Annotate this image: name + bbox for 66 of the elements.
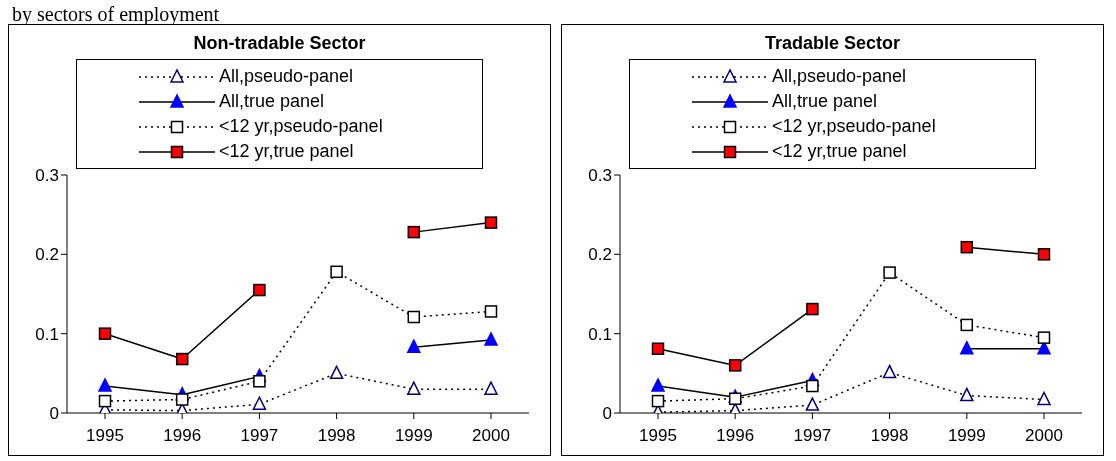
point	[98, 327, 112, 340]
point	[98, 394, 112, 408]
y-tick-label: 0.1	[35, 324, 59, 344]
point	[805, 397, 820, 411]
y-tick-label: 0.1	[588, 324, 612, 344]
legend-label: All,true panel	[219, 91, 325, 112]
point	[883, 266, 896, 279]
point	[651, 394, 665, 408]
point	[175, 393, 189, 406]
point	[252, 396, 267, 411]
point	[484, 216, 498, 229]
point	[960, 240, 974, 254]
point	[253, 375, 266, 388]
legend-label: All,pseudo-panel	[772, 66, 907, 87]
point	[484, 381, 498, 395]
point	[175, 352, 189, 366]
point	[960, 318, 974, 332]
point	[960, 340, 974, 355]
point	[728, 359, 742, 372]
point	[329, 365, 344, 380]
y-tick-label: 0	[49, 404, 59, 424]
y-tick-label: 0.3	[588, 166, 612, 186]
x-tick-label: 1997	[240, 426, 279, 446]
x-tick-label: 1998	[870, 426, 909, 446]
x-tick-label: 1996	[716, 426, 755, 446]
text: by sectors of employment	[12, 3, 220, 25]
point	[407, 381, 421, 395]
legend-label: <12 yr,pseudo-panel	[219, 116, 383, 137]
point	[651, 378, 665, 392]
y-tick-label: 0.2	[588, 245, 612, 265]
point	[407, 225, 421, 239]
point	[882, 364, 897, 379]
legend-label: All,true panel	[772, 91, 878, 112]
point	[330, 265, 343, 279]
point	[253, 283, 266, 297]
point	[98, 378, 112, 392]
legend-label: <12 yr,true panel	[772, 141, 907, 162]
point	[1037, 331, 1051, 344]
x-tick-label: 1999	[394, 426, 433, 446]
x-tick-label: 1995	[639, 426, 677, 446]
point	[806, 302, 819, 316]
x-tick-label: 1999	[947, 426, 986, 446]
point	[728, 392, 742, 405]
legend-label: <12 yr,true panel	[219, 141, 354, 162]
point	[407, 310, 421, 324]
y-tick-label: 0.3	[35, 166, 59, 186]
x-tick-label: 2000	[1025, 426, 1063, 446]
point	[1037, 248, 1051, 261]
point	[484, 332, 498, 346]
legend-label: All,pseudo-panel	[219, 66, 354, 87]
point	[1037, 391, 1051, 406]
x-tick-label: 1996	[163, 426, 202, 446]
x-tick-label: 2000	[472, 426, 510, 446]
x-tick-label: 1995	[86, 426, 124, 446]
point	[651, 342, 665, 355]
point	[484, 305, 498, 318]
x-tick-label: 1998	[317, 426, 356, 446]
chart-title: Tradable Sector	[763, 33, 902, 55]
y-tick-label: 0.2	[35, 245, 59, 265]
chart-title: Non-tradable Sector	[192, 33, 367, 55]
legend-label: <12 yr,pseudo-panel	[772, 116, 936, 137]
point	[960, 387, 974, 402]
y-tick-label: 0	[602, 404, 612, 424]
x-tick-label: 1997	[793, 426, 832, 446]
point	[407, 339, 421, 353]
point	[806, 379, 819, 393]
